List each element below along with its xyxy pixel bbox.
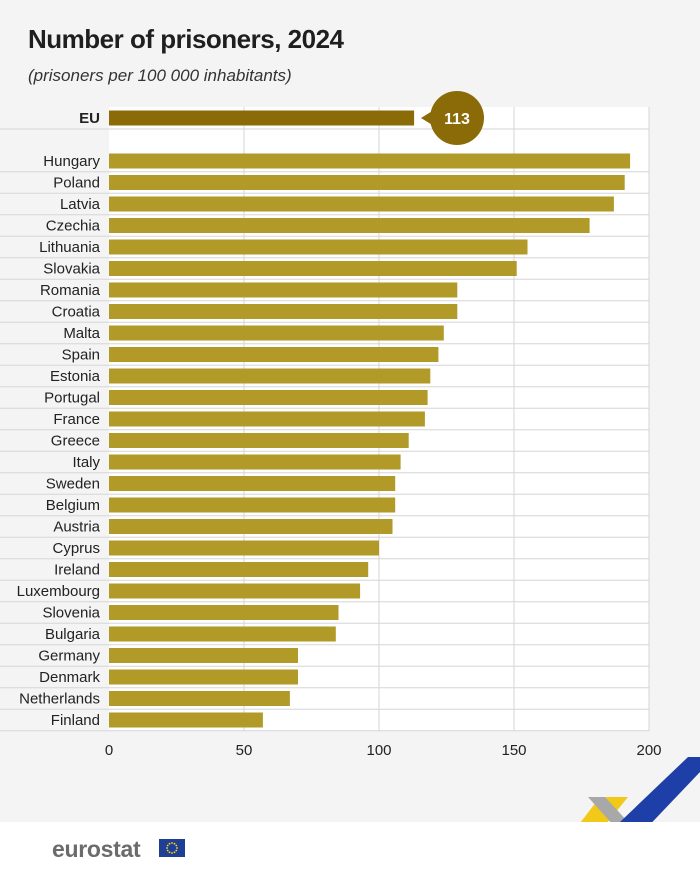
category-label: Portugal — [44, 390, 100, 407]
category-label: Slovenia — [42, 605, 100, 622]
chart-subtitle: (prisoners per 100 000 inhabitants) — [28, 66, 292, 85]
bar — [109, 411, 425, 427]
category-label: Croatia — [52, 304, 101, 321]
eu-flag-icon — [159, 839, 185, 857]
x-tick-label: 100 — [366, 742, 391, 759]
category-label: Ireland — [54, 562, 100, 579]
category-label: Malta — [63, 325, 100, 342]
bar — [109, 153, 631, 169]
category-label: Italy — [72, 454, 100, 471]
category-label: Cyprus — [52, 540, 100, 557]
category-label: Spain — [62, 347, 100, 364]
bar — [109, 175, 625, 190]
bar — [109, 605, 339, 620]
x-tick-label: 50 — [236, 742, 253, 759]
category-label: Austria — [53, 519, 100, 536]
category-label: Greece — [51, 433, 100, 450]
category-label: Luxembourg — [17, 583, 100, 600]
category-label-eu: EU — [79, 110, 100, 127]
bar — [109, 712, 263, 728]
bar — [109, 304, 458, 319]
chart-title: Number of prisoners, 2024 — [28, 24, 344, 54]
category-label: Belgium — [46, 497, 100, 514]
bar — [109, 626, 336, 642]
bar — [109, 239, 528, 255]
bar — [109, 691, 290, 706]
category-label: Hungary — [43, 153, 100, 170]
data-label-eu: 113 — [444, 111, 470, 128]
decor-ribbon-blue — [620, 757, 700, 835]
bar — [109, 433, 409, 448]
category-label: France — [53, 411, 100, 428]
bar — [109, 562, 369, 577]
x-tick-label: 0 — [105, 742, 113, 759]
eurostat-logo: eurostat — [52, 836, 141, 862]
bar — [109, 583, 361, 599]
category-label: Romania — [40, 282, 101, 299]
bar — [109, 519, 393, 534]
bar — [109, 325, 444, 341]
bar — [109, 476, 396, 491]
category-label: Denmark — [39, 669, 100, 686]
category-label: Latvia — [60, 196, 101, 213]
category-label: Slovakia — [43, 261, 100, 278]
category-label: Bulgaria — [45, 626, 101, 643]
x-tick-label: 150 — [501, 742, 526, 759]
bar — [109, 669, 298, 685]
bar — [109, 540, 379, 556]
bar — [109, 196, 614, 212]
bar — [109, 261, 517, 276]
bar-eu — [109, 110, 415, 126]
category-label: Estonia — [50, 368, 101, 385]
bar — [109, 390, 428, 405]
category-label: Poland — [53, 175, 100, 192]
category-label: Netherlands — [19, 691, 100, 708]
footer — [0, 822, 700, 875]
category-label: Czechia — [46, 218, 101, 235]
bar — [109, 282, 458, 298]
category-label: Lithuania — [39, 239, 101, 256]
category-label: Germany — [38, 648, 100, 665]
category-label: Sweden — [46, 476, 100, 493]
callout-bubble — [430, 91, 484, 145]
category-label: Finland — [51, 712, 100, 729]
bar — [109, 497, 396, 513]
bar — [109, 347, 439, 362]
bar — [109, 648, 298, 663]
bar — [109, 454, 401, 470]
x-tick-label: 200 — [636, 742, 661, 759]
bar — [109, 368, 431, 384]
bar — [109, 218, 590, 233]
